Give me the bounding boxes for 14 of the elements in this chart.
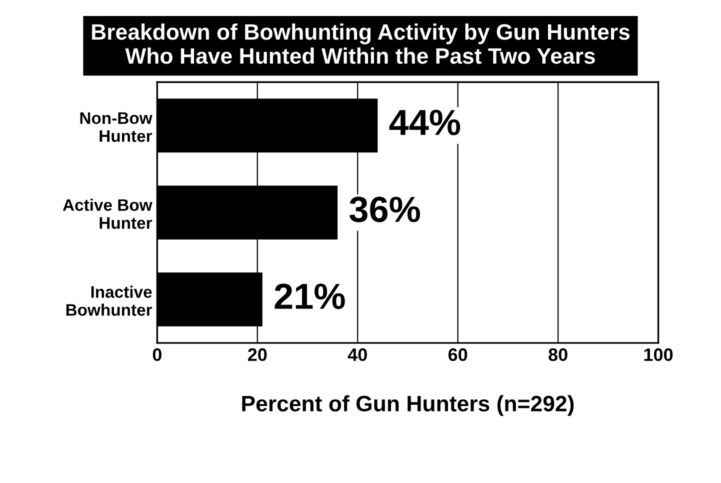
x-tick-label: 100 bbox=[644, 348, 673, 362]
data-label: 21% bbox=[274, 284, 345, 310]
y-tick-label: Active Bow Hunter bbox=[62, 198, 152, 229]
data-label: 44% bbox=[389, 110, 460, 136]
x-tick-label: 20 bbox=[248, 348, 267, 362]
x-axis-title: Percent of Gun Hunters (n=292) bbox=[242, 395, 574, 416]
data-label: 36% bbox=[350, 196, 420, 222]
x-tick-label: 0 bbox=[152, 348, 162, 362]
y-tick-label: Non-Bow Hunter bbox=[80, 112, 152, 142]
x-tick-label: 80 bbox=[548, 348, 568, 362]
x-tick-label: 40 bbox=[348, 348, 367, 362]
y-tick-label: Inactive Bowhunter bbox=[66, 286, 152, 316]
chart-title: Breakdown of Bowhunting Activity by Gun Hunters Who Have Hunted Within the Past Two Years bbox=[92, 24, 630, 64]
x-tick-label: 60 bbox=[448, 348, 468, 362]
